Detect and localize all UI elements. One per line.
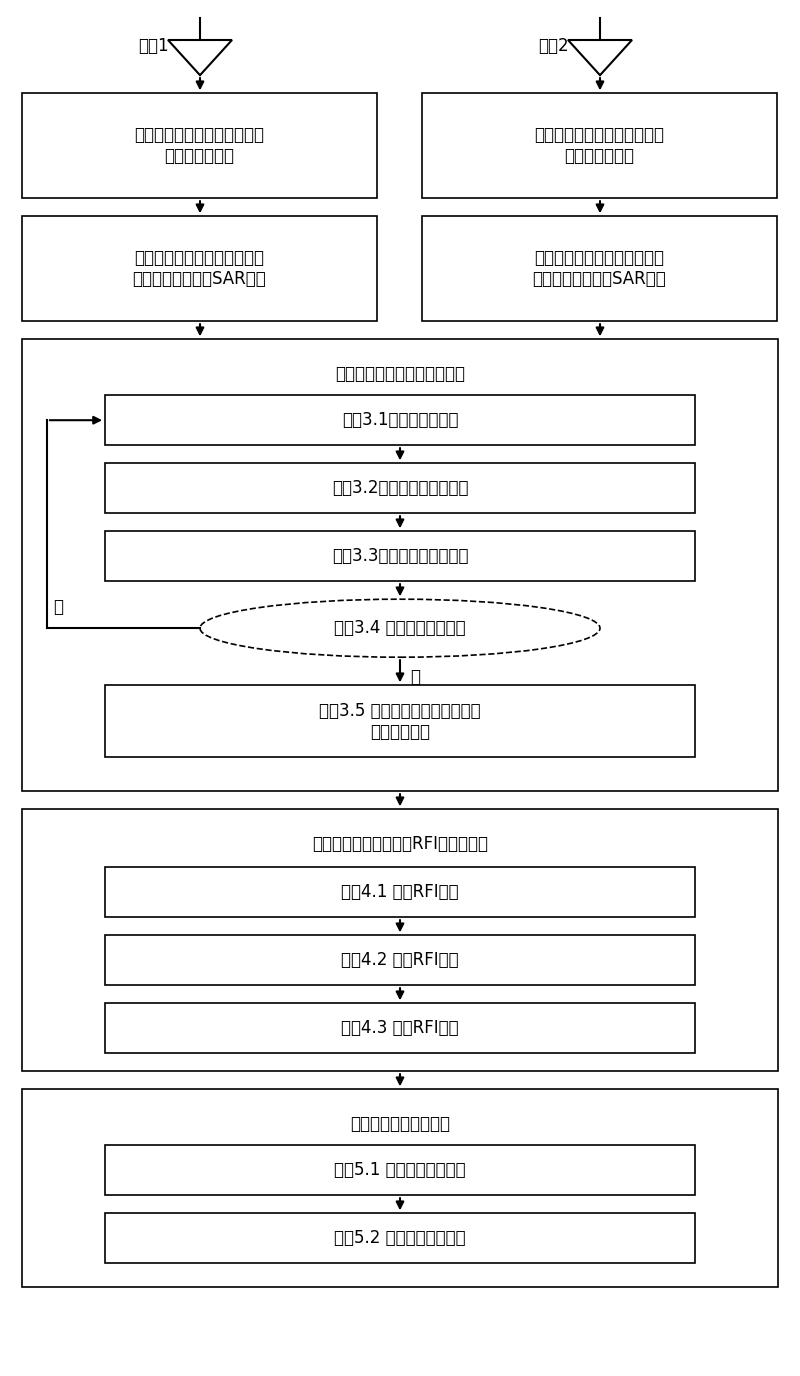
- Bar: [422, 94, 777, 198]
- Text: 步骤4.3 抑制RFI相位: 步骤4.3 抑制RFI相位: [341, 1020, 459, 1038]
- Bar: [105, 464, 695, 513]
- Text: 通道2: 通道2: [538, 37, 569, 55]
- Bar: [22, 216, 377, 321]
- Text: 第四步，基于时频域的RFI检测及抑制: 第四步，基于时频域的RFI检测及抑制: [312, 835, 488, 853]
- Text: 第一步，基于回波的接收机频
率特性误差校正: 第一步，基于回波的接收机频 率特性误差校正: [134, 127, 265, 165]
- Bar: [22, 1090, 778, 1287]
- Ellipse shape: [200, 599, 600, 658]
- Text: 步骤3.4 判断循环是否结束: 步骤3.4 判断循环是否结束: [334, 619, 466, 637]
- Bar: [105, 936, 695, 985]
- Text: 第三步，基于时域图像的配准: 第三步，基于时域图像的配准: [335, 365, 465, 383]
- Bar: [422, 216, 777, 321]
- Text: 第一步，基于回波的接收机频
率特性误差校正: 第一步，基于回波的接收机频 率特性误差校正: [534, 127, 665, 165]
- Text: 是: 是: [410, 669, 420, 687]
- Text: 步骤3.3估计通道间相位误差: 步骤3.3估计通道间相位误差: [332, 548, 468, 566]
- Text: 否: 否: [53, 599, 63, 616]
- Text: 第二步，基于校正后时频域回
波的距离谱均衡和SAR成像: 第二步，基于校正后时频域回 波的距离谱均衡和SAR成像: [133, 249, 266, 288]
- Text: 通道1: 通道1: [138, 37, 169, 55]
- Bar: [105, 1145, 695, 1196]
- Text: 步骤3.5 获得配准后的时域图像和
时频域干涉图: 步骤3.5 获得配准后的时域图像和 时频域干涉图: [319, 702, 481, 740]
- Text: 步骤5.2 残留相位误差校正: 步骤5.2 残留相位误差校正: [334, 1229, 466, 1247]
- Text: 步骤5.1 残留幅度误差校正: 步骤5.1 残留幅度误差校正: [334, 1161, 466, 1179]
- Bar: [105, 1214, 695, 1263]
- Text: 步骤4.2 抑制RFI幅度: 步骤4.2 抑制RFI幅度: [341, 951, 459, 969]
- Bar: [22, 809, 778, 1071]
- Bar: [105, 531, 695, 581]
- Bar: [105, 1003, 695, 1053]
- Text: 步骤4.1 检测RFI信号: 步骤4.1 检测RFI信号: [341, 883, 459, 901]
- Bar: [105, 867, 695, 918]
- Bar: [22, 340, 778, 791]
- Bar: [105, 395, 695, 446]
- Text: 第五步，残留误差校正: 第五步，残留误差校正: [350, 1115, 450, 1134]
- Text: 步骤3.2估计通道间时间误差: 步骤3.2估计通道间时间误差: [332, 479, 468, 497]
- Text: 第二步，基于校正后时频域回
波的距离谱均衡和SAR成像: 第二步，基于校正后时频域回 波的距离谱均衡和SAR成像: [533, 249, 666, 288]
- Text: 步骤3.1选取感兴趣区域: 步骤3.1选取感兴趣区域: [342, 411, 458, 429]
- Bar: [105, 685, 695, 757]
- Bar: [22, 94, 377, 198]
